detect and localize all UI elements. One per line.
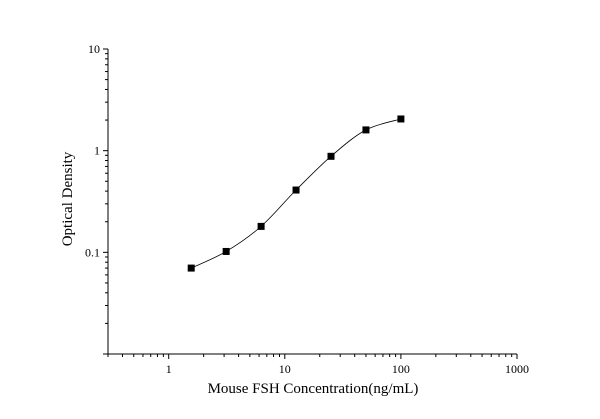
data-point (362, 126, 370, 134)
y-tick-label: 10 (88, 42, 100, 56)
x-tick-label: 1000 (505, 362, 529, 376)
data-point (292, 186, 300, 194)
points-layer (187, 115, 405, 272)
x-tick-label: 100 (392, 362, 410, 376)
x-axis-title: Mouse FSH Concentration(ng/mL) (208, 381, 419, 397)
data-point (327, 152, 335, 160)
ticks: 1 10 100 1000 0.1 1 10 (85, 42, 529, 376)
y-tick-label: 0.1 (85, 245, 100, 259)
data-point (257, 222, 265, 230)
y-tick-label: 1 (94, 144, 100, 158)
axes (107, 49, 517, 355)
data-point (397, 115, 405, 123)
x-tick-label: 10 (279, 362, 291, 376)
data-point (222, 247, 230, 255)
x-tick-label: 1 (166, 362, 172, 376)
data-point (187, 264, 195, 272)
y-axis-title: Optical Density (60, 151, 76, 246)
